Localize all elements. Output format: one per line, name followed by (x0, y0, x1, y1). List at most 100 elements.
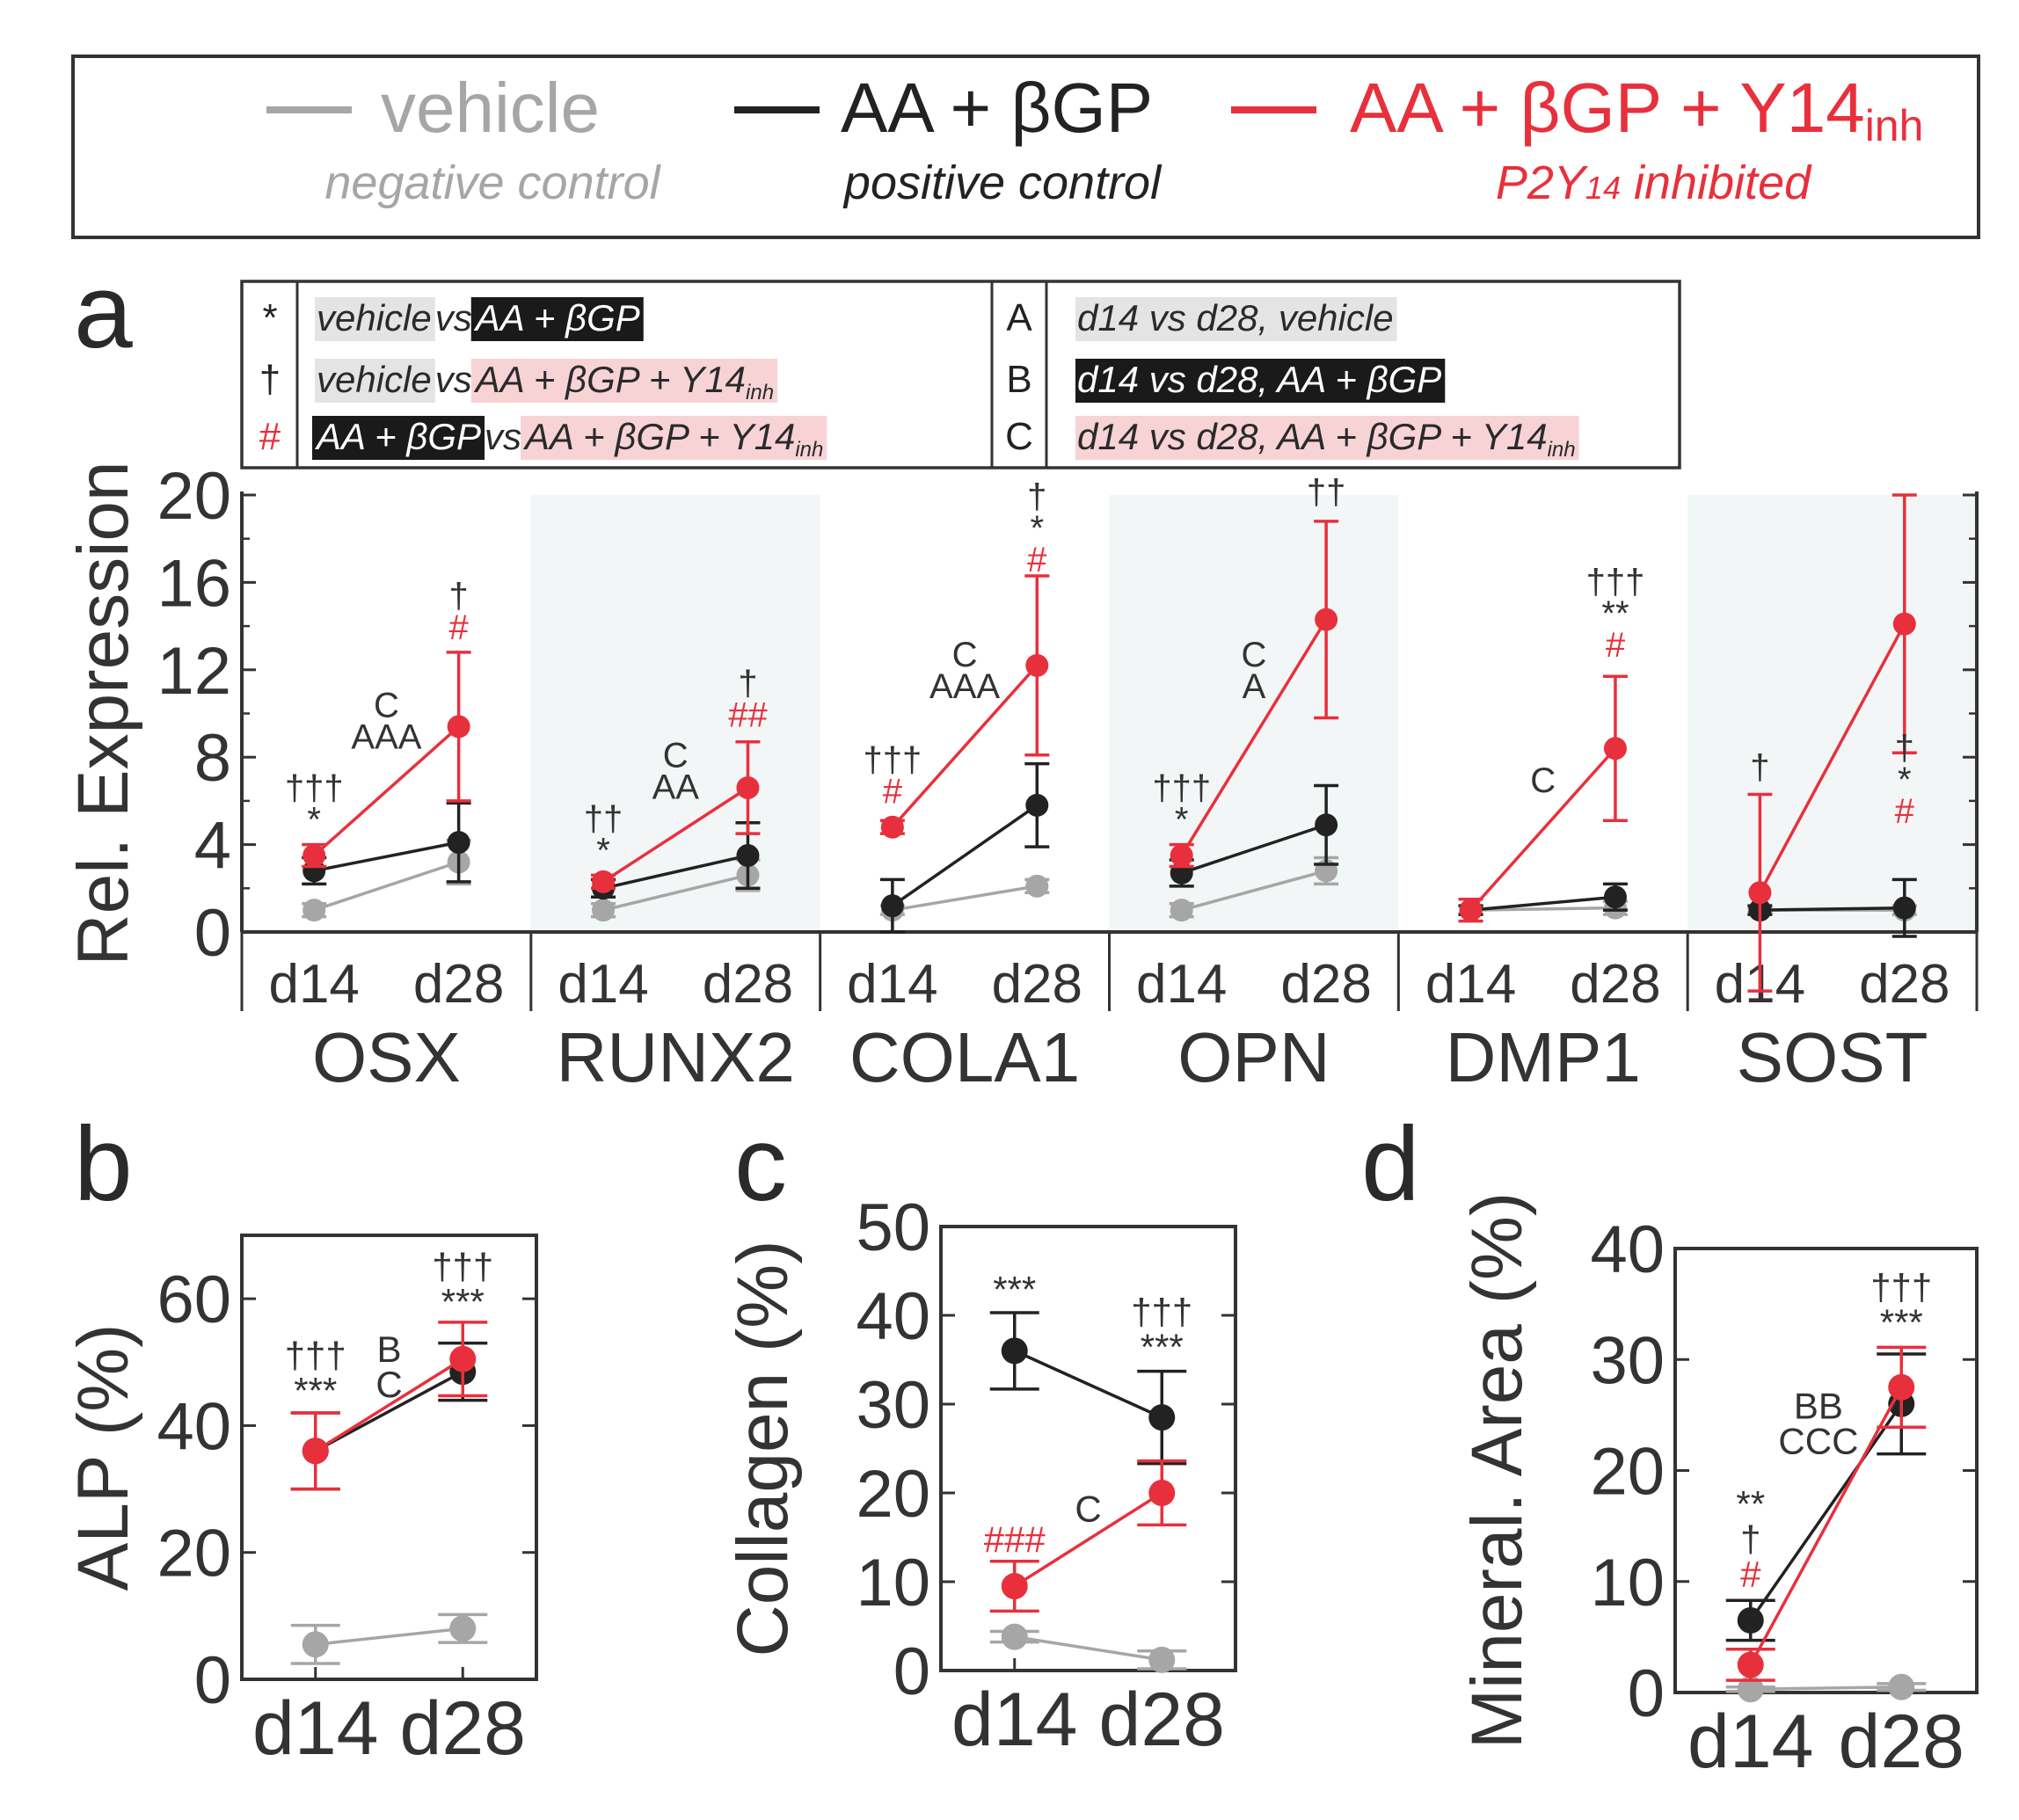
key-term: d14 vs d28, AA + βGP + Y14inh (1075, 416, 1579, 462)
series-inhibited (302, 651, 471, 869)
key-term-subscript: inh (746, 381, 774, 404)
significance-annotation: † (1895, 729, 1914, 768)
significance-annotation: ††† (864, 740, 922, 779)
chart-d: 0 10 20 30 40 d14 d28 Mineral. Area (%) **†# BBCC… (1457, 1192, 1979, 1784)
series-line-inhibited (602, 786, 749, 884)
data-point-positive (1025, 793, 1049, 817)
significance-annotation: *** (1141, 1327, 1184, 1368)
key-term-text: d14 vs d28, vehicle (1077, 297, 1394, 339)
significance-annotation: B (376, 1329, 401, 1370)
x-tick-label: d28 (413, 954, 504, 1015)
y-axis-label: Rel. Expression (63, 461, 143, 965)
key-term-text: vs (485, 416, 521, 457)
series-inhibited (1725, 1345, 1927, 1682)
x-tick-label: d28 (1859, 954, 1950, 1015)
key-symbol-right-1: B (1006, 358, 1031, 401)
data-point-inhibited (1888, 1373, 1915, 1401)
data-point-vehicle (1888, 1673, 1915, 1700)
legend-label-vehicle: vehicle (381, 69, 600, 147)
gene-shade (530, 495, 820, 932)
key-term: d14 vs d28, vehicle (1075, 297, 1397, 341)
significance-annotation: * (1031, 509, 1045, 548)
significance-annotation: # (883, 772, 903, 811)
series-vehicle (290, 1613, 488, 1665)
data-point-inhibited (1748, 881, 1772, 905)
significance-annotation: * (1175, 801, 1189, 840)
y-tick-label: 20 (157, 1517, 231, 1591)
series-line-vehicle (602, 873, 748, 912)
plot-frame (939, 1225, 1237, 1672)
series-line-vehicle (315, 1627, 463, 1647)
data-point-vehicle (1148, 1646, 1176, 1673)
y-tick-label: 40 (157, 1389, 231, 1464)
series-line-positive (891, 804, 1039, 907)
y-tick-label: 50 (856, 1190, 930, 1265)
key-term-main: AA + βGP + Y14 (522, 416, 795, 457)
significance-annotation: ††† (1586, 563, 1645, 601)
significance-annotation: # (1895, 792, 1915, 831)
significance-key: * vehicle vs AA + βGP † vehicle vs AA + βGP… (240, 280, 1681, 470)
y-axis-label: Mineral. Area (%) (1457, 1192, 1537, 1749)
y-axis-label: Collagen (%) (723, 1241, 803, 1657)
significance-annotation: # (1027, 541, 1047, 579)
key-term-main: AA + βGP (314, 416, 481, 457)
data-point-inhibited (736, 775, 760, 799)
key-term: d14 vs d28, AA + βGP (1075, 359, 1446, 403)
key-term-text: vehicle (317, 297, 432, 339)
significance-annotation: † (1740, 1518, 1760, 1560)
significance-annotation: * (1898, 761, 1912, 799)
key-term-main: vs (435, 359, 472, 400)
data-point-positive (1315, 813, 1338, 837)
y-tick-label: 20 (157, 459, 231, 534)
key-symbol-right-2: C (1005, 415, 1033, 458)
key-term-text: vs (435, 359, 472, 400)
key-term: AA + βGP + Y14inh (521, 416, 827, 462)
significance-annotation: CCC (1778, 1421, 1858, 1462)
y-tick-label: 10 (856, 1546, 930, 1620)
data-point-inhibited (1603, 737, 1627, 761)
y-tick-label: 0 (194, 896, 231, 971)
key-term-highlight (1075, 416, 1579, 460)
significance-annotation: C (375, 1364, 402, 1405)
key-symbol-left-1: † (259, 358, 281, 401)
plot-frame (240, 1234, 538, 1681)
series-inhibited (989, 1459, 1187, 1613)
legend-desc-vehicle: negative control (324, 157, 661, 209)
x-tick-label: d28 (703, 954, 793, 1015)
data-point-vehicle (1001, 1623, 1028, 1650)
key-term-text: AA + βGP (473, 297, 640, 339)
data-point-vehicle (592, 899, 616, 922)
series-line-inhibited (1180, 618, 1328, 856)
significance-annotation: †† (1307, 473, 1346, 512)
y-tick-label: 10 (1590, 1546, 1665, 1620)
significance-annotation: BB (1794, 1386, 1843, 1427)
legend-frame (71, 55, 1980, 239)
key-symbol-left-2: # (259, 415, 281, 458)
significance-annotation: ## (728, 695, 768, 734)
key-term-highlight (470, 359, 778, 403)
key-term-highlight (315, 297, 435, 341)
data-point-vehicle (1170, 899, 1193, 922)
data-point-vehicle (1025, 874, 1049, 898)
key-term-main: AA + βGP (473, 297, 640, 339)
series-inhibited (879, 574, 1050, 839)
data-point-inhibited (1170, 844, 1193, 868)
x-tick-label: d14 (847, 954, 937, 1015)
series-line-positive (602, 854, 748, 891)
key-term-main: vehicle (317, 297, 432, 339)
series-line-positive (1181, 823, 1327, 875)
key-term-highlight (470, 297, 644, 341)
key-term: vehicle (315, 359, 435, 403)
significance-annotation: †† (584, 799, 623, 838)
x-tick-label: d14 (252, 1686, 379, 1771)
series-line-positive (314, 1370, 464, 1452)
series-line-inhibited (1749, 1386, 1903, 1666)
key-term-main: d14 vs d28, AA + βGP + Y14 (1077, 416, 1548, 457)
significance-annotation: # (449, 608, 470, 647)
significance-annotation: ††† (1870, 1266, 1932, 1307)
x-tick-label: d14 (268, 954, 359, 1015)
significance-annotation: C (1241, 636, 1266, 674)
key-symbol-right-0: A (1006, 296, 1032, 339)
